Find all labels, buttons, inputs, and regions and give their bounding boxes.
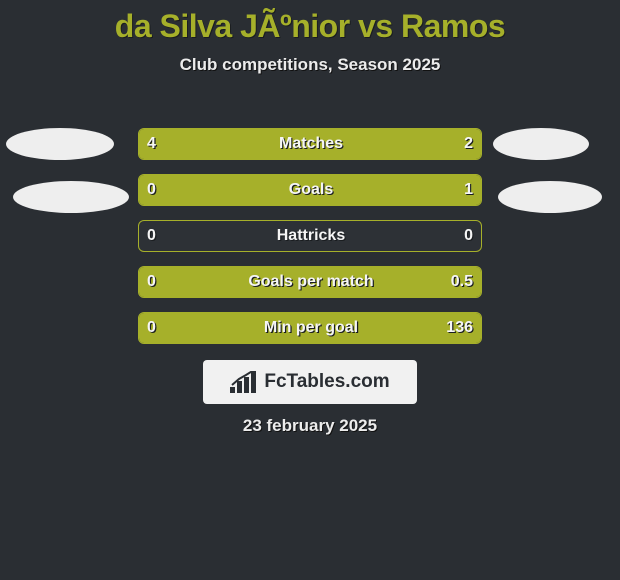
stat-bar-track: Hattricks0 0	[138, 220, 482, 252]
stat-rows: Matches42Goals01Hattricks00Goals per mat…	[0, 128, 620, 358]
comparison-infographic: da Silva JÃºnior vs Ramos Club competiti…	[0, 8, 620, 580]
stat-bar-right-fill	[139, 313, 481, 343]
stat-bar-track: Goals01	[138, 174, 482, 206]
stat-bar-left-fill	[139, 129, 367, 159]
stat-value-left: 0	[147, 227, 156, 245]
stat-value-left: 0	[147, 319, 156, 337]
watermark-text: FcTables.com	[264, 371, 389, 393]
stat-bar-track: Min per goal0136	[138, 312, 482, 344]
stat-value-right: 1	[464, 181, 473, 199]
stat-row: Hattricks0 0	[0, 220, 620, 266]
stat-value-right: 0	[464, 227, 473, 245]
stat-value-right: 0.5	[451, 273, 473, 291]
stat-value-left: 0	[147, 181, 156, 199]
stat-bar-track: Goals per match00.5	[138, 266, 482, 298]
stat-bar-track: Matches42	[138, 128, 482, 160]
stat-value-left: 4	[147, 135, 156, 153]
subtitle: Club competitions, Season 2025	[0, 55, 620, 75]
stat-row: Min per goal0136	[0, 312, 620, 358]
watermark: FcTables.com	[203, 360, 417, 404]
stat-bar-right-fill	[139, 175, 481, 205]
fctables-icon	[230, 371, 258, 393]
stat-row: Goals01	[0, 174, 620, 220]
stat-value-right: 2	[464, 135, 473, 153]
stat-value-left: 0	[147, 273, 156, 291]
title: da Silva JÃºnior vs Ramos	[0, 8, 620, 45]
stat-value-right: 136	[446, 319, 473, 337]
stat-row: Matches42	[0, 128, 620, 174]
stat-bar-right-fill	[139, 267, 481, 297]
date: 23 february 2025	[0, 416, 620, 436]
stat-label: Hattricks	[139, 227, 482, 245]
stat-row: Goals per match00.5	[0, 266, 620, 312]
